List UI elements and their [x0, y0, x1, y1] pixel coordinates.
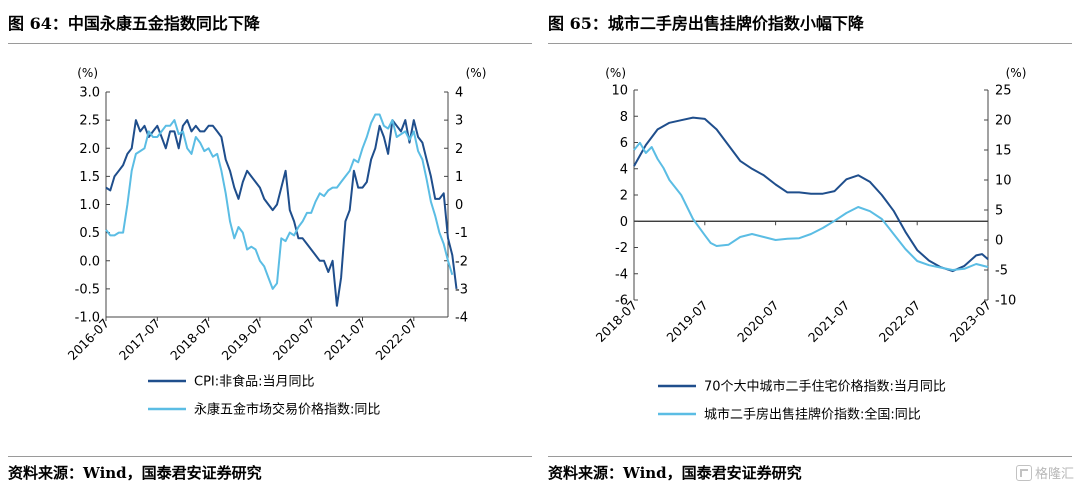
x-tick-label: 2023-07 [947, 298, 995, 346]
right-tick-label: 0 [995, 234, 1003, 249]
watermark: 格隆汇 [1015, 463, 1074, 482]
title-rule [8, 43, 532, 44]
line-chart-housing: (%) (%)1086420-2-4-62520151050-5-102018-0… [593, 66, 1027, 423]
right-tick-label: 25 [995, 84, 1012, 99]
right-tick-label: 15 [995, 144, 1012, 159]
left-tick-label: 10 [611, 84, 628, 99]
x-tick-label: 2019-07 [218, 316, 266, 364]
right-tick-label: -2 [455, 254, 468, 269]
right-axis-unit: (%) [1006, 66, 1027, 80]
left-tick-label: 1.5 [79, 170, 100, 185]
x-tick-label: 2020-07 [734, 298, 782, 346]
right-tick-label: -5 [995, 264, 1008, 279]
series-line-2 [105, 113, 454, 290]
right-tick-label: 0 [455, 198, 463, 213]
right-axis-unit: (%) [466, 66, 487, 80]
left-tick-label: 1.0 [79, 198, 100, 213]
source-note: 资料来源：Wind，国泰君安证券研究 [548, 464, 802, 482]
x-tick-label: 2021-07 [321, 316, 369, 364]
legend-label-2: 城市二手房出售挂牌价指数:全国:同比 [704, 407, 921, 423]
left-tick-label: 0 [620, 215, 628, 230]
left-axis-unit: (%) [77, 66, 98, 80]
line-chart-yongkang: (%) (%) 3.0 2.5 2.0 1.5 1.0 0.5 0.0 -0.5 -1.0 4 3 2 1 0… [65, 66, 487, 418]
right-tick-label: 5 [995, 204, 1003, 219]
x-tick-label: 2019-07 [663, 298, 711, 346]
left-tick-label: -1.0 [75, 311, 100, 326]
left-tick-label: 8 [620, 110, 628, 125]
watermark-logo-icon [1015, 465, 1032, 481]
right-tick-label: 10 [995, 174, 1012, 189]
figure-panel-left: 图 64：中国永康五金指数同比下降 (%) (%) 3.0 2.5 2.0 1.5 1.0 0… [8, 0, 538, 495]
left-tick-label: -2 [615, 241, 628, 256]
left-tick-label: 2.0 [79, 142, 100, 157]
source-rule [8, 456, 532, 457]
title-rule [548, 43, 1072, 44]
figure-title: 图 65：城市二手房出售挂牌价指数小幅下降 [548, 14, 864, 33]
source-rule [548, 456, 1072, 457]
left-tick-label: 2.5 [79, 114, 100, 129]
right-tick-label: -1 [455, 226, 468, 241]
right-tick-label: -10 [995, 294, 1016, 309]
figure-title: 图 64：中国永康五金指数同比下降 [8, 14, 260, 33]
left-tick-label: -0.5 [75, 282, 100, 297]
figure-panel-right: 图 65：城市二手房出售挂牌价指数小幅下降 (%) (%) 10 8 6 4 2 0 -2 -4-… [548, 0, 1078, 495]
right-tick-label: 1 [455, 170, 463, 185]
x-tick-label: 2020-07 [270, 316, 318, 364]
series-line-1 [105, 119, 458, 307]
left-tick-label: 0.0 [79, 254, 100, 269]
right-tick-label: 2 [455, 142, 463, 157]
right-tick-label: -4 [455, 311, 468, 326]
x-tick-label: 2022-07 [876, 298, 924, 346]
left-axis-unit: (%) [605, 66, 626, 80]
x-tick-label: 2017-07 [116, 316, 164, 364]
right-tick-label: -3 [455, 282, 468, 297]
series-line-2 [633, 141, 989, 271]
x-tick-label: 2021-07 [805, 298, 853, 346]
left-tick-label: 6 [620, 136, 628, 151]
x-tick-label: 2018-07 [167, 316, 215, 364]
legend-label-1: CPI:非食品:当月同比 [194, 374, 315, 390]
legend-label-2: 永康五金市场交易价格指数:同比 [194, 402, 380, 418]
right-tick-label: 3 [455, 114, 463, 129]
x-tick-label: 2022-07 [372, 316, 420, 364]
left-tick-label: 0.5 [79, 226, 100, 241]
source-note: 资料来源：Wind，国泰君安证券研究 [8, 464, 262, 482]
right-tick-label: 4 [455, 86, 463, 101]
left-tick-label: 4 [620, 162, 628, 177]
watermark-text: 格隆汇 [1034, 467, 1074, 482]
left-tick-label: -6 [615, 294, 628, 309]
left-tick-label: 2 [620, 189, 628, 204]
legend-label-1: 70个大中城市二手住宅价格指数:当月同比 [704, 379, 946, 395]
series-line-1 [633, 116, 989, 273]
left-tick-label: -4 [615, 267, 628, 282]
right-tick-label: 20 [995, 114, 1012, 129]
left-tick-label: 3.0 [79, 86, 100, 101]
